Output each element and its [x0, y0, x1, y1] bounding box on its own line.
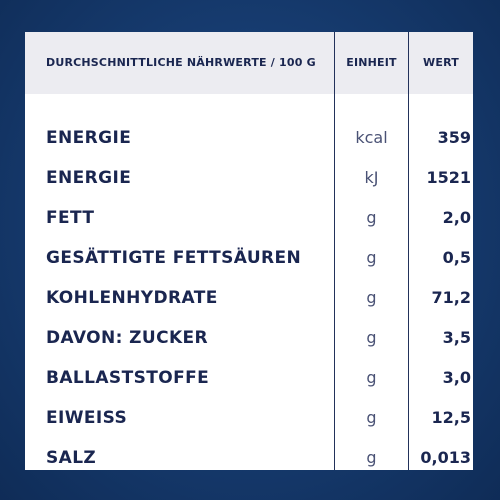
table-row: SALZ g 0,013	[25, 438, 473, 478]
nutrient-name: ENERGIE	[46, 128, 132, 148]
table-header: DURCHSCHNITTLICHE NÄHRWERTE / 100 G EINH…	[25, 32, 473, 94]
nutrient-name: DAVON: ZUCKER	[46, 328, 209, 348]
column-divider	[334, 32, 335, 470]
nutrient-value: 1521	[426, 168, 471, 187]
nutrient-name: GESÄTTIGTE FETTSÄUREN	[46, 248, 302, 268]
nutrient-value: 12,5	[431, 408, 471, 427]
nutrient-name: BALLASTSTOFFE	[46, 368, 210, 388]
nutrient-name: ENERGIE	[46, 168, 132, 188]
nutrient-unit: g	[366, 208, 377, 227]
header-unit: EINHEIT	[346, 56, 397, 69]
table-row: KOHLENHYDRATE g 71,2	[25, 278, 473, 318]
nutrient-unit: g	[366, 448, 377, 467]
nutrient-unit: kcal	[355, 128, 388, 147]
nutrient-unit: kJ	[364, 168, 379, 187]
table-row: GESÄTTIGTE FETTSÄUREN g 0,5	[25, 238, 473, 278]
nutrient-unit: g	[366, 288, 377, 307]
nutrient-unit: g	[366, 368, 377, 387]
table-row: EIWEISS g 12,5	[25, 398, 473, 438]
table-row: FETT g 2,0	[25, 198, 473, 238]
nutrient-value: 0,013	[420, 448, 471, 467]
nutrition-table: DURCHSCHNITTLICHE NÄHRWERTE / 100 G EINH…	[25, 32, 473, 470]
nutrient-name: FETT	[46, 208, 95, 228]
column-divider	[408, 32, 409, 470]
header-value: WERT	[423, 56, 459, 69]
table-row: DAVON: ZUCKER g 3,5	[25, 318, 473, 358]
nutrient-value: 3,0	[442, 368, 471, 387]
nutrient-name: EIWEISS	[46, 408, 128, 428]
nutrient-value: 71,2	[431, 288, 471, 307]
table-row: BALLASTSTOFFE g 3,0	[25, 358, 473, 398]
nutrient-name: SALZ	[46, 448, 97, 468]
nutrient-unit: g	[366, 408, 377, 427]
table-row: ENERGIE kJ 1521	[25, 158, 473, 198]
nutrient-value: 3,5	[442, 328, 471, 347]
nutrient-name: KOHLENHYDRATE	[46, 288, 218, 308]
nutrient-value: 359	[437, 128, 471, 147]
table-row: ENERGIE kcal 359	[25, 118, 473, 158]
header-nutrient: DURCHSCHNITTLICHE NÄHRWERTE / 100 G	[46, 56, 316, 69]
nutrient-unit: g	[366, 248, 377, 267]
nutrient-value: 2,0	[442, 208, 471, 227]
nutrient-value: 0,5	[442, 248, 471, 267]
nutrient-unit: g	[366, 328, 377, 347]
